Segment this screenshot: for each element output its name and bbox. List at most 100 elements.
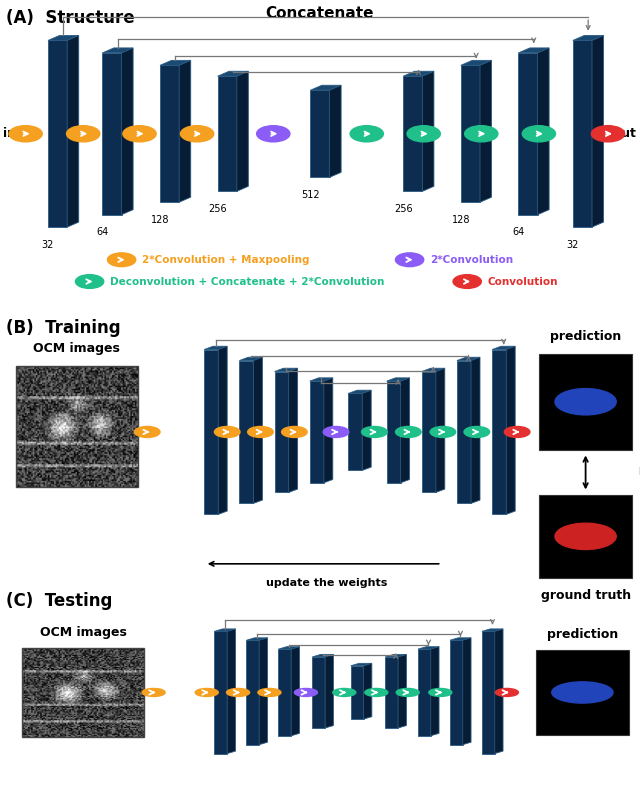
Polygon shape xyxy=(422,372,436,492)
Circle shape xyxy=(227,688,250,696)
Polygon shape xyxy=(122,48,133,215)
Text: (B)  Training: (B) Training xyxy=(6,319,121,337)
Polygon shape xyxy=(403,76,422,191)
Circle shape xyxy=(258,688,281,696)
Circle shape xyxy=(282,427,307,437)
Circle shape xyxy=(464,427,490,437)
Polygon shape xyxy=(275,368,298,372)
Polygon shape xyxy=(246,640,259,745)
Polygon shape xyxy=(592,36,604,227)
Circle shape xyxy=(257,126,290,142)
Circle shape xyxy=(504,427,530,437)
Polygon shape xyxy=(160,65,179,202)
Polygon shape xyxy=(482,629,503,631)
Polygon shape xyxy=(48,36,79,40)
Text: OCM images: OCM images xyxy=(40,626,127,639)
Circle shape xyxy=(555,389,616,415)
Polygon shape xyxy=(518,48,549,53)
Circle shape xyxy=(180,126,214,142)
Text: input: input xyxy=(3,128,40,141)
Polygon shape xyxy=(348,393,362,470)
Polygon shape xyxy=(67,36,79,227)
Text: prediction: prediction xyxy=(550,330,621,343)
Text: 256: 256 xyxy=(208,204,227,214)
Circle shape xyxy=(214,427,240,437)
Circle shape xyxy=(465,126,498,142)
Polygon shape xyxy=(239,357,262,360)
Polygon shape xyxy=(275,372,289,492)
Polygon shape xyxy=(48,40,67,227)
Bar xyxy=(16,366,138,487)
Circle shape xyxy=(591,126,625,142)
Circle shape xyxy=(350,126,383,142)
Polygon shape xyxy=(204,347,227,350)
Text: 512: 512 xyxy=(301,190,320,200)
Text: 128: 128 xyxy=(452,215,470,225)
Text: OCM images: OCM images xyxy=(33,342,120,355)
Polygon shape xyxy=(218,76,237,191)
Polygon shape xyxy=(239,360,253,503)
Polygon shape xyxy=(450,638,471,640)
Polygon shape xyxy=(310,381,324,482)
Polygon shape xyxy=(482,631,495,754)
Circle shape xyxy=(333,688,356,696)
Polygon shape xyxy=(506,347,515,515)
Text: loss: loss xyxy=(639,468,640,478)
Polygon shape xyxy=(278,646,300,649)
Polygon shape xyxy=(330,85,341,177)
Circle shape xyxy=(495,688,518,696)
Circle shape xyxy=(294,688,317,696)
Polygon shape xyxy=(218,347,227,515)
Polygon shape xyxy=(291,646,300,736)
Polygon shape xyxy=(422,71,434,191)
Polygon shape xyxy=(227,629,236,754)
Polygon shape xyxy=(436,368,445,492)
Circle shape xyxy=(555,524,616,549)
Polygon shape xyxy=(401,378,410,482)
Text: output: output xyxy=(590,128,637,141)
Polygon shape xyxy=(573,40,592,227)
Circle shape xyxy=(108,253,136,267)
Circle shape xyxy=(142,688,165,696)
Polygon shape xyxy=(457,357,480,360)
Text: 32: 32 xyxy=(42,239,54,250)
Polygon shape xyxy=(214,631,227,754)
Polygon shape xyxy=(385,654,406,657)
Text: 64: 64 xyxy=(96,227,109,237)
Text: 64: 64 xyxy=(512,227,525,237)
Polygon shape xyxy=(492,350,506,515)
Polygon shape xyxy=(398,654,406,728)
Text: ground truth: ground truth xyxy=(541,588,630,601)
Polygon shape xyxy=(324,378,333,482)
Polygon shape xyxy=(403,71,434,76)
Bar xyxy=(22,648,144,737)
Circle shape xyxy=(429,688,452,696)
Text: 2*Convolution + Maxpooling: 2*Convolution + Maxpooling xyxy=(142,255,310,265)
Polygon shape xyxy=(312,654,333,657)
Polygon shape xyxy=(495,629,503,754)
Polygon shape xyxy=(450,640,463,745)
Circle shape xyxy=(9,126,42,142)
Polygon shape xyxy=(351,663,372,666)
Text: 32: 32 xyxy=(566,239,579,250)
Polygon shape xyxy=(573,36,604,40)
Polygon shape xyxy=(102,53,122,215)
Circle shape xyxy=(396,688,419,696)
Circle shape xyxy=(522,126,556,142)
Text: Concatenate: Concatenate xyxy=(266,6,374,21)
Polygon shape xyxy=(364,663,372,719)
Polygon shape xyxy=(278,649,291,736)
Polygon shape xyxy=(463,638,471,745)
Circle shape xyxy=(396,427,421,437)
Polygon shape xyxy=(461,61,492,65)
Polygon shape xyxy=(387,378,410,381)
Polygon shape xyxy=(457,360,471,503)
Circle shape xyxy=(430,427,456,437)
Text: update the weights: update the weights xyxy=(266,578,387,587)
Circle shape xyxy=(195,688,218,696)
Circle shape xyxy=(323,427,349,437)
Polygon shape xyxy=(259,638,268,745)
Polygon shape xyxy=(310,90,330,177)
Bar xyxy=(536,650,628,734)
Circle shape xyxy=(123,126,156,142)
